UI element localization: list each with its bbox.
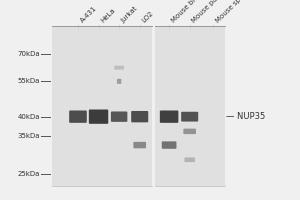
- Text: LO2: LO2: [141, 10, 155, 24]
- FancyBboxPatch shape: [114, 66, 124, 70]
- FancyBboxPatch shape: [184, 157, 195, 162]
- FancyBboxPatch shape: [89, 110, 108, 124]
- Text: A-431: A-431: [80, 5, 98, 24]
- Text: Mouse pancreas: Mouse pancreas: [191, 0, 236, 24]
- Text: 25kDa: 25kDa: [17, 171, 40, 177]
- Text: 40kDa: 40kDa: [17, 114, 40, 120]
- FancyBboxPatch shape: [134, 142, 146, 148]
- Text: HeLa: HeLa: [100, 7, 117, 24]
- Text: Mouse spleen: Mouse spleen: [215, 0, 253, 24]
- FancyBboxPatch shape: [111, 111, 128, 122]
- Bar: [155, 26, 225, 186]
- Text: 35kDa: 35kDa: [17, 133, 40, 139]
- Text: Mouse brain: Mouse brain: [171, 0, 205, 24]
- FancyBboxPatch shape: [183, 129, 196, 134]
- Text: 55kDa: 55kDa: [17, 78, 40, 84]
- Bar: [52, 26, 152, 186]
- FancyBboxPatch shape: [160, 110, 178, 123]
- Text: 70kDa: 70kDa: [17, 51, 40, 57]
- Text: — NUP35: — NUP35: [226, 112, 266, 121]
- FancyBboxPatch shape: [162, 141, 176, 149]
- Text: Jurkat: Jurkat: [121, 5, 139, 24]
- FancyBboxPatch shape: [181, 112, 198, 122]
- FancyBboxPatch shape: [69, 110, 87, 123]
- FancyBboxPatch shape: [131, 111, 148, 122]
- FancyBboxPatch shape: [117, 79, 121, 84]
